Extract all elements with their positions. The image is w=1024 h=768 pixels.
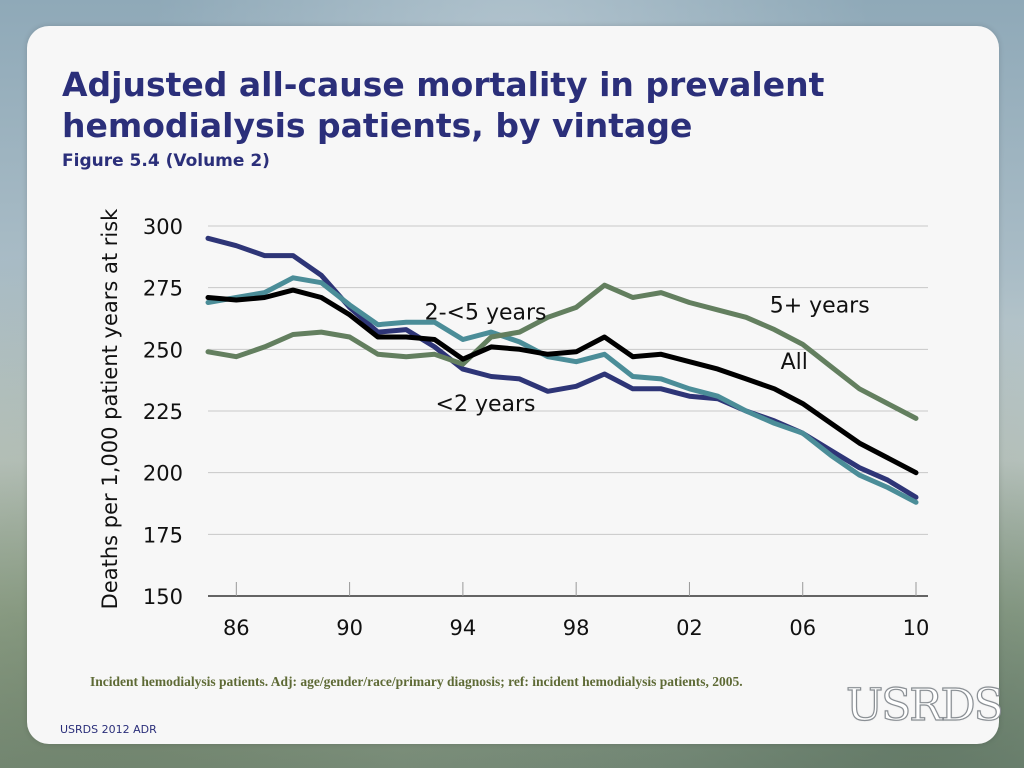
- y-tick-label: 275: [143, 277, 183, 301]
- series-label: <2 years: [436, 392, 536, 417]
- x-tick-label: 86: [223, 616, 250, 640]
- y-tick-label: 175: [143, 523, 183, 547]
- usrds-logo: USRDS: [845, 679, 1004, 731]
- axes: 150 175 200 225 250 275 300 86 90 94 98 02 06 10 Death…: [98, 208, 929, 640]
- y-tick-label: 150: [143, 585, 183, 609]
- x-tick-label: 10: [903, 616, 930, 640]
- series-line-2-5-years: [205, 275, 919, 505]
- series-line-2-years: [205, 235, 919, 500]
- y-tick-label: 300: [143, 215, 183, 239]
- series-line-5-years: [205, 282, 919, 421]
- x-tick-label: 02: [676, 616, 703, 640]
- y-tick-label: 200: [143, 462, 183, 486]
- y-tick-label: 225: [143, 400, 183, 424]
- y-axis-title: Deaths per 1,000 patient years at risk: [98, 208, 122, 610]
- series-labels: 2-<5 years <2 years 5+ years All: [425, 293, 870, 417]
- slide-card: [27, 26, 999, 744]
- x-tick-label: 94: [450, 616, 477, 640]
- y-tick-label: 250: [143, 338, 183, 362]
- source-label: USRDS 2012 ADR: [60, 723, 157, 736]
- chart-footnote: Incident hemodialysis patients. Adj: age…: [90, 674, 743, 689]
- figure-subtitle: Figure 5.4 (Volume 2): [62, 151, 270, 171]
- series-label: 2-<5 years: [425, 301, 547, 326]
- series-label: 5+ years: [770, 293, 870, 318]
- x-tick-label: 06: [789, 616, 816, 640]
- series-line-all: [205, 287, 919, 476]
- series-label: All: [781, 350, 808, 375]
- x-tick-label: 90: [336, 616, 363, 640]
- slide-title: Adjusted all-cause mortality in prevalen…: [62, 65, 825, 145]
- x-tick-label: 98: [563, 616, 590, 640]
- series-lines: [205, 235, 919, 505]
